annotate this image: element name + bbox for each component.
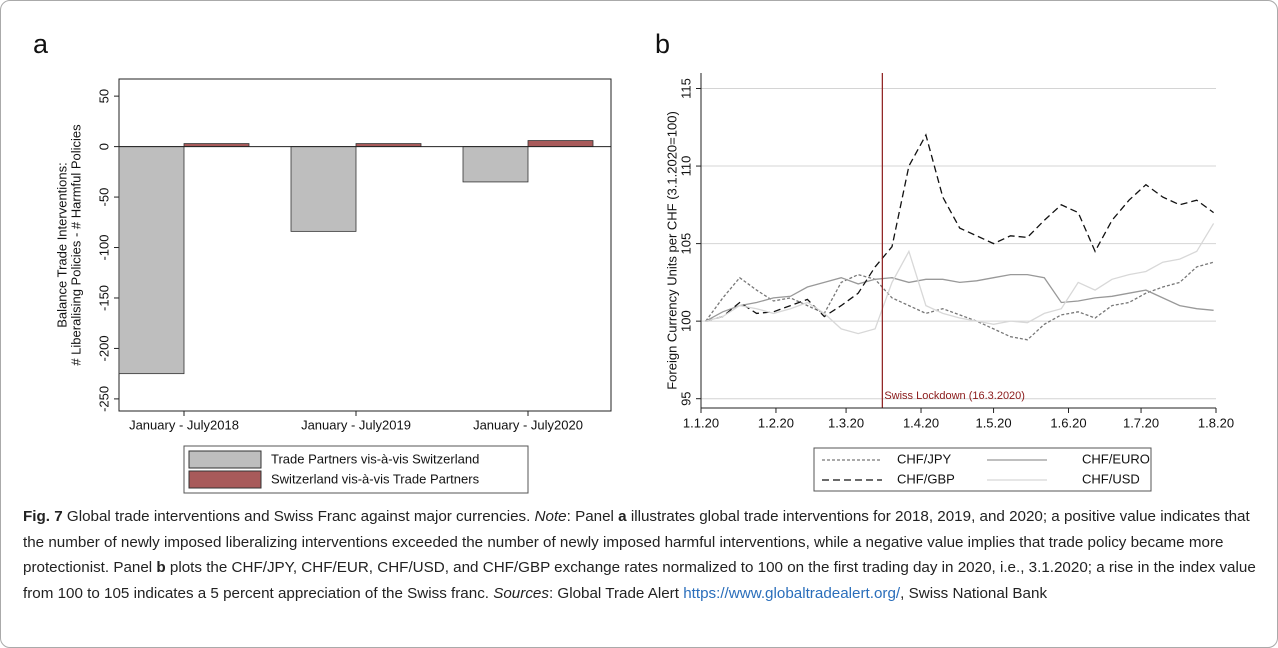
caption: Fig. 7 Global trade interventions and Sw… [23, 504, 1258, 606]
y-tick-label: -200 [96, 335, 111, 361]
y-axis-title: Foreign Currency Units per CHF (3.1.2020… [664, 111, 679, 390]
panel-label: a [33, 29, 49, 59]
x-tick-label: 1.5.20 [975, 415, 1011, 430]
legend-label: CHF/USD [1082, 471, 1140, 486]
y-tick-label: 50 [96, 89, 111, 103]
x-tick-label: 1.7.20 [1123, 415, 1159, 430]
line-series [705, 133, 1214, 322]
caption-text: Note [534, 508, 567, 525]
bar [290, 146, 357, 232]
legend-label: CHF/EURO [1082, 451, 1150, 466]
line-series [705, 223, 1215, 335]
y-tick-label: -50 [96, 188, 111, 207]
caption-text: : Panel [566, 508, 619, 525]
bar [118, 146, 185, 375]
x-tick-label: January - July2019 [301, 417, 411, 432]
x-tick-label: 1.1.20 [683, 415, 719, 430]
y-tick-label: -250 [96, 386, 111, 412]
legend-swatch [188, 470, 262, 489]
y-tick-label: -150 [96, 285, 111, 311]
x-tick-label: 1.3.20 [828, 415, 864, 430]
x-tick-label: 1.4.20 [903, 415, 939, 430]
caption-text: , Swiss National Bank [900, 584, 1048, 602]
x-tick-label: January - July2020 [473, 417, 583, 432]
legend-label: Switzerland vis-à-vis Trade Partners [271, 471, 480, 486]
bar [462, 146, 529, 183]
legend-label: CHF/JPY [897, 451, 952, 466]
caption-text: b [156, 559, 166, 576]
y-axis-title: # Liberalising Policies - # Harmful Poli… [68, 124, 83, 366]
panel-label: b [655, 29, 670, 59]
line-series [705, 273, 1214, 322]
legend-swatch [188, 450, 262, 469]
y-axis-title: Balance Trade Interventions: [54, 162, 69, 328]
x-tick-label: January - July2018 [129, 417, 239, 432]
x-tick-label: 1.8.20 [1198, 415, 1234, 430]
y-tick-label: 115 [678, 78, 693, 99]
x-tick-label: 1.2.20 [758, 415, 794, 430]
caption-text: Sources [493, 584, 549, 602]
legend-label: CHF/GBP [897, 471, 955, 486]
legend-box [813, 447, 1152, 492]
x-tick-label: 1.6.20 [1050, 415, 1086, 430]
annotation-label: Swiss Lockdown (16.3.2020) [884, 390, 1025, 402]
bar [527, 140, 594, 148]
line-series [705, 261, 1214, 341]
legend-label: Trade Partners vis-à-vis Switzerland [271, 451, 479, 466]
y-tick-label: 105 [678, 233, 693, 255]
y-tick-label: -100 [96, 235, 111, 261]
caption-text: : Global Trade Alert [548, 584, 684, 602]
y-tick-label: 0 [96, 143, 111, 150]
figure-label: Fig. 7 [23, 508, 63, 525]
caption-text: a [618, 508, 627, 525]
link[interactable]: https://www.globaltradealert.org/ [683, 584, 901, 602]
y-tick-label: 100 [678, 310, 693, 332]
charts: a 50 0 -50 -100 -150 -200 -250 Balance Trade Int… [33, 29, 1234, 494]
caption-text: plots the CHF/JPY, CHF/EUR, CHF/USD, and… [23, 559, 1256, 602]
caption-text: illustrates global trade interventions f… [23, 508, 1250, 576]
caption-text: Global trade interventions and Swiss Fra… [62, 508, 535, 525]
y-tick-label: 110 [678, 156, 693, 177]
plot-frame [118, 78, 612, 412]
y-tick-label: 95 [678, 391, 693, 405]
